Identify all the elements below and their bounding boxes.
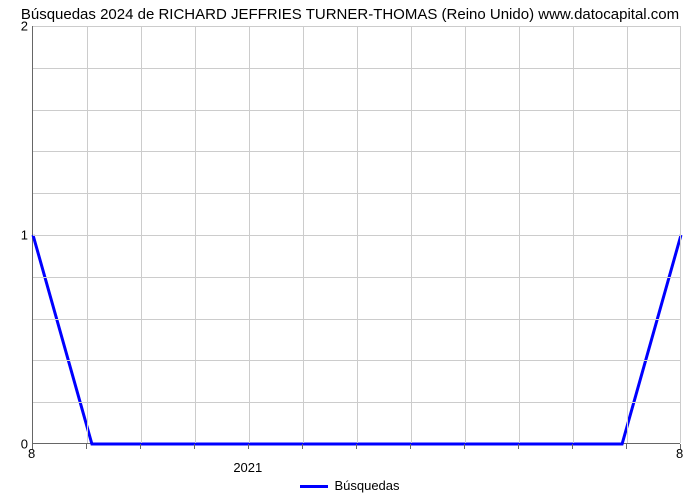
gridline-v	[573, 26, 574, 443]
chart-title: Búsquedas 2024 de RICHARD JEFFRIES TURNE…	[0, 6, 700, 23]
gridline-v	[195, 26, 196, 443]
gridline-v	[87, 26, 88, 443]
x-minor-tick	[464, 444, 465, 449]
x-minor-tick	[248, 444, 249, 449]
x-minor-tick	[626, 444, 627, 449]
x-minor-tick	[140, 444, 141, 449]
gridline-h	[33, 26, 680, 27]
gridline-v	[303, 26, 304, 443]
x-minor-tick	[410, 444, 411, 449]
gridline-v	[411, 26, 412, 443]
y-tick-label: 2	[8, 19, 28, 34]
x-minor-tick	[86, 444, 87, 449]
x-minor-tick	[680, 444, 681, 449]
legend-swatch	[300, 485, 328, 488]
x-minor-tick	[302, 444, 303, 449]
x-minor-tick	[572, 444, 573, 449]
x-minor-tick	[356, 444, 357, 449]
x-minor-tick	[518, 444, 519, 449]
chart-legend: Búsquedas	[0, 478, 700, 493]
gridline-v	[680, 26, 681, 443]
gridline-v	[357, 26, 358, 443]
plot-area	[32, 26, 680, 444]
gridline-v	[465, 26, 466, 443]
x-minor-tick	[194, 444, 195, 449]
gridline-v	[141, 26, 142, 443]
gridline-v	[519, 26, 520, 443]
x-minor-tick	[32, 444, 33, 449]
legend-label: Búsquedas	[334, 478, 399, 493]
gridline-v	[627, 26, 628, 443]
y-tick-label: 0	[8, 437, 28, 452]
gridline-v	[249, 26, 250, 443]
y-tick-label: 1	[8, 228, 28, 243]
x-tick-label-mid: 2021	[233, 460, 262, 475]
